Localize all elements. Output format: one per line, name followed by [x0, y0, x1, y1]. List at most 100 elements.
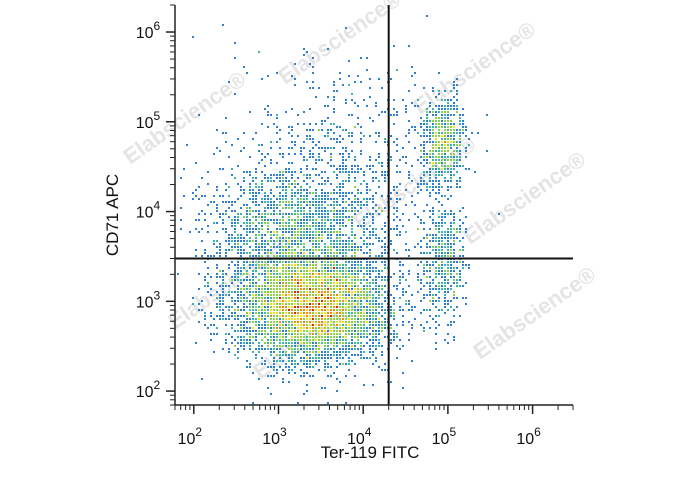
event-dot [285, 189, 287, 191]
event-dot [279, 294, 281, 296]
event-dot [324, 357, 326, 359]
event-dot [426, 189, 428, 191]
event-dot [237, 318, 239, 320]
event-dot [288, 153, 290, 155]
event-dot [273, 255, 275, 257]
event-dot [363, 219, 365, 221]
event-dot [321, 288, 323, 290]
event-dot [297, 189, 299, 191]
event-dot [462, 264, 464, 266]
event-dot [444, 123, 446, 125]
event-dot [279, 285, 281, 287]
event-dot [432, 234, 434, 236]
event-dot [288, 216, 290, 218]
event-dot [249, 210, 251, 212]
event-dot [336, 321, 338, 323]
event-dot [300, 360, 302, 362]
event-dot [441, 126, 443, 128]
event-dot [345, 270, 347, 272]
event-dot [279, 309, 281, 311]
event-dot [336, 231, 338, 233]
event-dot [450, 123, 452, 125]
event-dot [384, 252, 386, 254]
event-dot [282, 264, 284, 266]
event-dot [378, 207, 380, 209]
x-tick-label: 103 [262, 425, 287, 448]
event-dot [312, 360, 314, 362]
event-dot [384, 363, 386, 365]
event-dot [297, 201, 299, 203]
event-dot [243, 330, 245, 332]
event-dot [336, 336, 338, 338]
event-dot [309, 306, 311, 308]
event-dot [273, 210, 275, 212]
event-dot [297, 183, 299, 185]
event-dot [312, 276, 314, 278]
event-dot [333, 171, 335, 173]
event-dot [390, 312, 392, 314]
event-dot [231, 168, 233, 170]
event-dot [216, 231, 218, 233]
event-dot [240, 207, 242, 209]
event-dot [378, 312, 380, 314]
event-dot [453, 321, 455, 323]
event-dot [276, 255, 278, 257]
event-dot [306, 300, 308, 302]
event-dot [285, 297, 287, 299]
event-dot [240, 240, 242, 242]
event-dot [342, 312, 344, 314]
event-dot [327, 246, 329, 248]
event-dot [336, 186, 338, 188]
event-dot [447, 123, 449, 125]
event-dot [264, 210, 266, 212]
event-dot [327, 312, 329, 314]
event-dot [303, 231, 305, 233]
event-dot [264, 333, 266, 335]
event-dot [444, 177, 446, 179]
event-dot [432, 180, 434, 182]
event-dot [450, 267, 452, 269]
event-dot [246, 261, 248, 263]
event-dot [282, 213, 284, 215]
event-dot [453, 162, 455, 164]
event-dot [237, 348, 239, 350]
event-dot [435, 249, 437, 251]
event-dot [216, 291, 218, 293]
event-dot [231, 144, 233, 146]
event-dot [189, 231, 191, 233]
event-dot [444, 246, 446, 248]
event-dot [264, 294, 266, 296]
event-dot [309, 270, 311, 272]
event-dot [291, 342, 293, 344]
event-dot [432, 114, 434, 116]
event-dot [318, 336, 320, 338]
event-dot [234, 201, 236, 203]
event-dot [429, 270, 431, 272]
event-dot [432, 264, 434, 266]
event-dot [450, 273, 452, 275]
event-dot [267, 342, 269, 344]
event-dot [330, 165, 332, 167]
event-dot [261, 180, 263, 182]
event-dot [372, 315, 374, 317]
event-dot [234, 42, 236, 44]
event-dot [342, 339, 344, 341]
event-dot [417, 99, 419, 101]
event-dot [234, 222, 236, 224]
event-dot [438, 270, 440, 272]
event-dot [450, 234, 452, 236]
event-dot [456, 105, 458, 107]
event-dot [291, 270, 293, 272]
event-dot [270, 315, 272, 317]
event-dot [282, 297, 284, 299]
event-dot [384, 324, 386, 326]
event-dot [321, 213, 323, 215]
event-dot [270, 291, 272, 293]
event-dot [450, 171, 452, 173]
event-dot [291, 291, 293, 293]
event-dot [447, 237, 449, 239]
event-dot [243, 336, 245, 338]
event-dot [270, 285, 272, 287]
event-dot [384, 309, 386, 311]
event-dot [336, 237, 338, 239]
